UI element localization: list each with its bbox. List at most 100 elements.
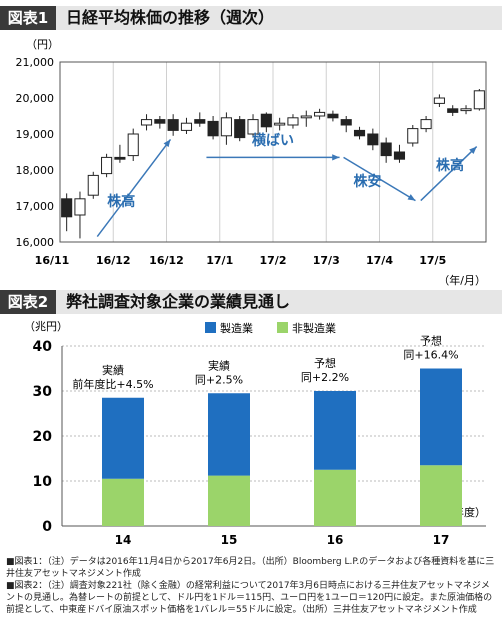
bar-label-type: 実績 [102,363,124,377]
trend-arrow-head [407,194,416,201]
y-tick-label: 20 [33,429,53,445]
y-tick-label: 40 [33,339,53,355]
candle-up [433,97,445,104]
candle-down [260,113,272,128]
candle-up [180,122,193,131]
y-axis-unit: （兆円） [24,320,68,333]
y-tick-label: 16,000 [16,236,55,249]
trend-annotation: 横ばい [252,132,294,149]
trend-arrow-line [420,146,478,202]
figure1-title: 日経平均株価の推移（週次） [66,8,275,27]
x-tick-label: 17/1 [206,254,233,267]
x-tick-label: 17/2 [260,254,287,267]
candle-down [61,198,73,218]
footnotes: ■図表1：（注）データは2016年11月4日から2017年6月2日。（出所）Bl… [6,556,498,616]
candle-up [300,115,312,119]
legend-label: 非製造業 [292,321,336,335]
candle-down [167,119,179,131]
trend-annotation: 株高 [436,157,464,174]
candle-up [247,119,259,135]
candle-down [114,156,126,160]
bar-label-type: 実績 [208,358,230,372]
legend-label: 製造業 [220,321,253,335]
candle-down [234,119,246,139]
candle-down [194,119,206,124]
bar-non-manufacturing [420,465,462,526]
footnote-figure2: ■図表2：（注）調査対象221社（除く金融）の経常利益について2017年3月6日… [6,581,493,615]
x-tick-label: 16 [327,533,344,547]
candle-up [127,133,139,157]
figure2-title: 弊社調査対象企業の業績見通し [66,292,291,311]
bar-label-growth: 同+16.4% [403,349,458,362]
legend-swatch [277,322,288,333]
trend-arrow-head [163,139,171,148]
candlestick-chart: （円） （年/月） 21,000 20,000 19,000 18,000 17,000 16… [16,38,487,287]
bar-manufacturing [420,368,462,466]
bar-label-growth: 同+2.2% [301,371,349,384]
y-tick-label: 30 [33,384,53,400]
candle-down [327,113,339,119]
bar-label-type: 予想 [420,334,442,348]
candle-up [101,156,113,175]
bar-label-growth: 同+2.5% [195,373,243,386]
trend-arrow-head [332,154,340,161]
x-tick-label: 17/3 [313,254,340,267]
plot-frame [59,61,487,243]
bar-manufacturing [314,391,356,470]
x-tick-label: 14 [115,533,132,547]
candle-up [287,117,299,126]
y-tick-label: 18,000 [16,164,55,177]
legend-swatch [205,322,216,333]
x-tick-label: 17/4 [366,254,393,267]
trend-arrow-head [469,146,477,154]
candle-up [274,122,286,126]
x-axis-unit: （年/月） [438,273,486,287]
x-tick-label: 15 [221,533,238,547]
x-tick-label: 17 [433,533,450,547]
candle-up [74,198,86,216]
y-tick-label: 10 [33,474,53,490]
candle-up [220,117,232,137]
candle-down [154,119,166,124]
trend-annotation: 株安 [354,173,382,190]
y-tick-label: 20,000 [16,92,55,105]
candle-down [380,142,392,157]
bar-label-growth: 前年度比+4.5% [72,377,153,391]
y-tick-label: 21,000 [16,56,55,69]
x-tick-label: 16/12 [96,254,131,267]
candle-down [353,129,366,137]
candle-down [340,119,352,126]
candle-up [140,119,153,126]
footnote-figure1: ■図表1：（注）データは2016年11月4日から2017年6月2日。（出所）Bl… [6,557,495,579]
y-tick-label: 17,000 [16,200,55,213]
candle-up [473,90,485,110]
bar-non-manufacturing [314,469,356,526]
x-tick-label: 16/11 [35,254,70,267]
figure1-tag: 図表1 [0,6,56,30]
candle-up [407,128,419,144]
candle-up [314,111,326,117]
candle-down [207,120,219,137]
x-tick-label: 17/5 [419,254,446,267]
trend-arrow-line [343,156,416,202]
x-tick-label: 16/12 [149,254,184,267]
bar-label-type: 予想 [314,356,336,370]
y-tick-label: 19,000 [16,128,55,141]
candle-down [393,151,406,160]
bar-manufacturing [208,393,250,476]
figure1-header: 図表1 日経平均株価の推移（週次） [0,6,502,30]
y-axis-unit: （円） [26,38,59,51]
trend-annotation: 株高 [107,193,135,210]
figure2-tag: 図表2 [0,290,56,314]
y-tick-label: 0 [42,519,52,535]
candle-down [367,133,379,146]
candle-up [87,174,99,196]
trend-arrow-line [96,138,172,238]
bar-manufacturing [102,397,144,479]
candle-up [460,108,472,112]
figure2-header: 図表2 弊社調査対象企業の業績見通し [0,290,502,314]
bar-non-manufacturing [102,478,144,526]
bar-non-manufacturing [208,475,250,526]
candle-up [420,119,432,130]
